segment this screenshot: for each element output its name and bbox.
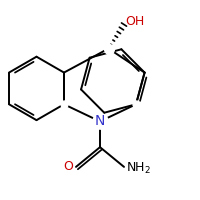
Text: O: O (63, 160, 73, 173)
Text: OH: OH (126, 15, 145, 28)
Text: N: N (95, 114, 105, 128)
Text: NH$_2$: NH$_2$ (126, 161, 151, 176)
